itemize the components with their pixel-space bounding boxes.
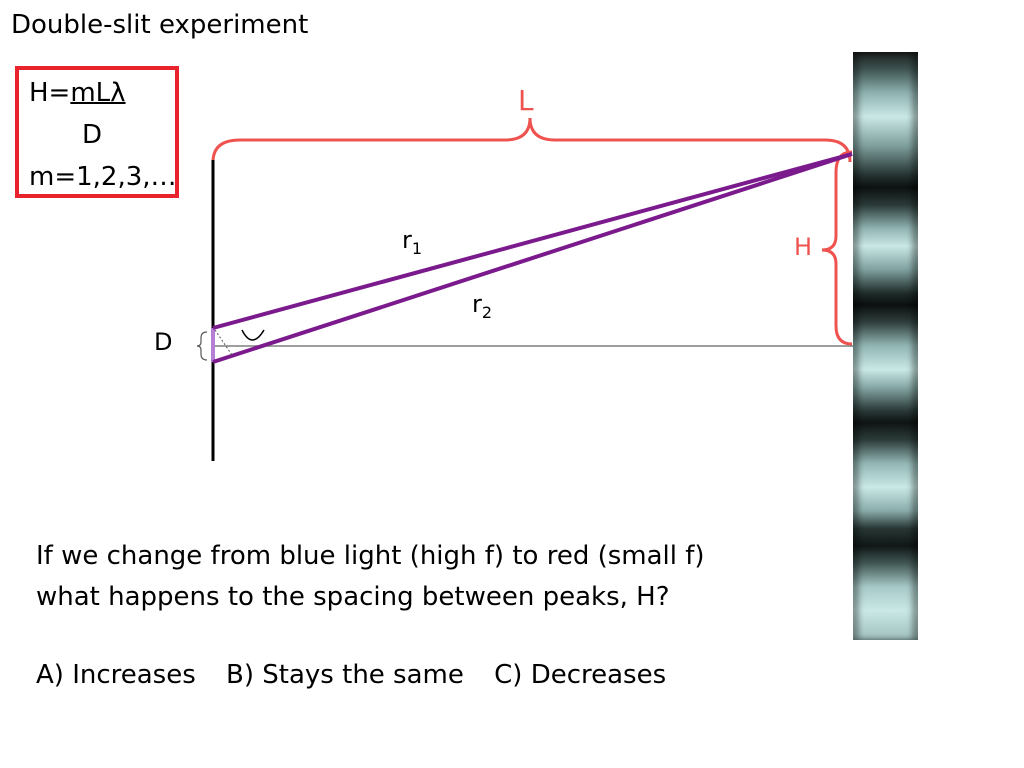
- formula-numerator: H=mLλ: [29, 78, 126, 108]
- label-h: H: [794, 233, 813, 261]
- label-r1-base: r: [402, 226, 412, 254]
- slide-title: Double-slit experiment: [11, 10, 309, 40]
- label-d: D: [154, 328, 173, 356]
- path-difference-dashed: [214, 329, 233, 356]
- l-bracket: [211, 117, 852, 163]
- formula-h-prefix: H=: [29, 78, 71, 108]
- h-bracket: [821, 150, 853, 346]
- label-r2-base: r: [472, 290, 482, 318]
- label-r1-sub: 1: [411, 238, 423, 258]
- interference-screen: [853, 52, 918, 640]
- question-line-1: If we change from blue light (high f) to…: [36, 541, 705, 571]
- answer-a: A) Increases: [36, 660, 196, 690]
- question-text: If we change from blue light (high f) to…: [36, 536, 705, 618]
- ray-r2: [212, 152, 853, 364]
- label-r2: r2: [472, 290, 492, 322]
- label-r2-sub: 2: [481, 302, 493, 322]
- formula-m-values: m=1,2,3,…: [29, 162, 177, 192]
- formula-denominator: D: [82, 120, 103, 150]
- label-l: L: [518, 84, 534, 117]
- question-line-2: what happens to the spacing between peak…: [36, 582, 670, 612]
- label-r1: r1: [402, 226, 422, 258]
- ray-r1: [212, 152, 853, 330]
- formula-fraction-top: mLλ: [70, 78, 126, 108]
- angle-arc: [241, 329, 265, 341]
- d-brace: [196, 331, 208, 361]
- answer-c: C) Decreases: [494, 660, 667, 690]
- answer-b: B) Stays the same: [226, 660, 464, 690]
- answer-options: A) Increases B) Stays the same C) Decrea…: [36, 660, 688, 690]
- formula-box: H=mLλ D m=1,2,3,…: [15, 66, 179, 198]
